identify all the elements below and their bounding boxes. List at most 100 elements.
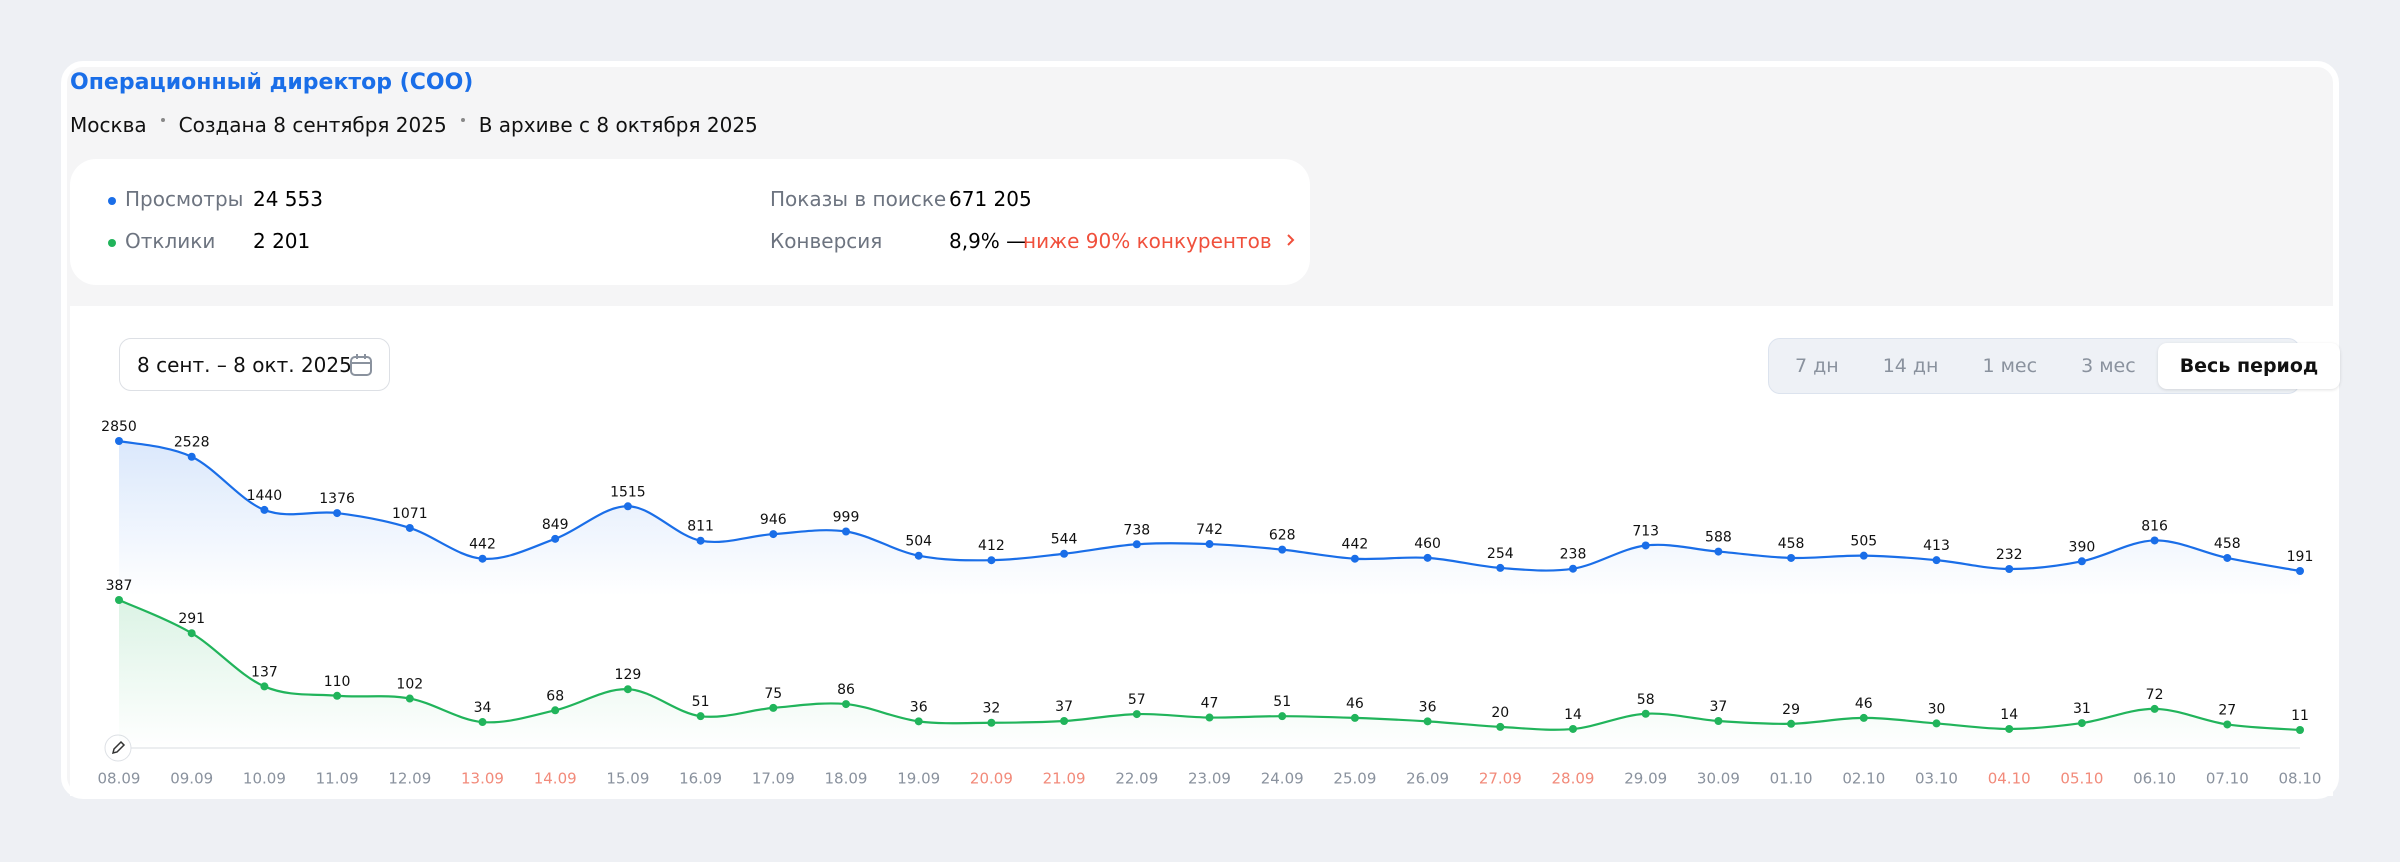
data-point (1569, 724, 1577, 733)
x-tick-label: 15.09 (606, 770, 649, 788)
period-option[interactable]: Весь период (2157, 343, 2341, 389)
data-label: 191 (2287, 549, 2314, 565)
period-option[interactable]: 3 мес (2081, 355, 2136, 377)
data-point (1859, 713, 1868, 722)
data-label: 58 (1637, 692, 1655, 708)
data-point (769, 530, 778, 539)
data-label: 2528 (174, 435, 210, 451)
data-point (2150, 704, 2159, 713)
data-point (1859, 551, 1868, 560)
x-tick-label: 21.09 (1043, 770, 1086, 788)
legend-responses: Отклики (125, 229, 216, 253)
data-point (115, 437, 123, 445)
period-option[interactable]: 1 мес (1982, 355, 2038, 377)
data-label: 86 (837, 682, 855, 698)
data-label: 588 (1705, 530, 1732, 546)
data-label: 46 (1855, 696, 1873, 712)
x-tick-label: 03.10 (1915, 770, 1958, 788)
series-area (119, 600, 2300, 748)
data-label: 390 (2069, 539, 2096, 555)
data-point (623, 685, 632, 694)
x-tick-label: 05.10 (2060, 770, 2103, 788)
data-point (2223, 553, 2232, 562)
data-point (1060, 717, 1069, 726)
data-point (1350, 554, 1359, 563)
data-label: 129 (615, 667, 642, 683)
data-label: 412 (978, 538, 1005, 554)
data-label: 102 (396, 677, 423, 693)
data-point (478, 554, 487, 563)
data-point (2077, 719, 2086, 728)
x-tick-label: 18.09 (825, 770, 868, 788)
data-point (842, 700, 850, 709)
data-label: 238 (1560, 547, 1587, 563)
data-point (1787, 553, 1796, 562)
data-label: 110 (324, 674, 351, 690)
data-point (696, 712, 705, 721)
data-point (405, 523, 414, 532)
data-point (2077, 557, 2086, 566)
period-option[interactable]: 14 дн (1882, 355, 1939, 377)
chart-panel: 8 сент. – 8 окт. 2025 7 дн 14 дн 1 мес 3 ме… (70, 306, 2341, 796)
data-point (551, 706, 560, 715)
x-tick-label: 23.09 (1188, 770, 1231, 788)
x-tick-label: 16.09 (679, 770, 722, 788)
data-point (2223, 720, 2232, 729)
x-tick-label: 30.09 (1697, 770, 1740, 788)
data-label: 30 (1928, 701, 1946, 717)
period-switch: 7 дн 14 дн 1 мес 3 мес Весь период (1768, 338, 2341, 394)
data-point (1278, 712, 1287, 721)
data-point (2296, 567, 2304, 575)
x-tick-label: 08.10 (2279, 770, 2322, 788)
x-tick-label: 17.09 (752, 770, 795, 788)
stats-panel: Просмотры 24 553 Отклики 2 201 Показы в … (70, 159, 1310, 285)
x-tick-label: 28.09 (1552, 770, 1595, 788)
data-label: 27 (2218, 702, 2236, 718)
data-point (1714, 547, 1723, 556)
x-tick-label: 29.09 (1624, 770, 1667, 788)
data-point (1423, 553, 1432, 562)
data-point (1060, 549, 1069, 558)
vacancy-title[interactable]: Операционный директор (СОО) (70, 70, 474, 95)
x-tick-label: 20.09 (970, 770, 1013, 788)
date-range-picker[interactable]: 8 сент. – 8 окт. 2025 (119, 338, 390, 391)
x-tick-label: 01.10 (1770, 770, 1813, 788)
data-point (623, 502, 632, 511)
conversion-note[interactable]: ниже 90% конкурентов (1023, 229, 1298, 253)
data-point (1496, 722, 1505, 731)
data-label: 387 (106, 578, 133, 594)
data-label: 36 (1419, 699, 1437, 715)
x-tick-label: 22.09 (1115, 770, 1158, 788)
data-label: 1071 (392, 506, 428, 522)
data-point (1932, 719, 1941, 728)
conversion-label: Конверсия (770, 229, 883, 253)
data-point (2150, 536, 2159, 545)
data-point (333, 691, 342, 700)
chart: 08.09 09.09 10.09 11.09 12.09 13.09 14.09 15.09… (98, 419, 2322, 788)
data-point (551, 534, 560, 543)
data-label: 849 (542, 517, 569, 533)
data-label: 544 (1051, 532, 1078, 548)
legend-views: Просмотры (125, 187, 244, 211)
data-point (914, 551, 923, 560)
data-label: 68 (546, 688, 564, 704)
views-total: 24 553 (253, 187, 323, 211)
data-label: 1376 (319, 491, 355, 507)
data-point (914, 717, 923, 726)
data-label: 37 (1055, 699, 1073, 715)
x-tick-label: 08.09 (98, 770, 141, 788)
x-tick-label: 09.09 (170, 770, 213, 788)
conversion-note-text[interactable]: ниже 90% конкурентов (1023, 229, 1272, 253)
data-label: 1440 (247, 488, 283, 504)
data-label: 11 (2291, 708, 2309, 724)
data-point (115, 596, 123, 604)
data-label: 442 (469, 537, 496, 553)
data-label: 442 (1342, 537, 1369, 553)
series-area (119, 441, 2300, 596)
data-point (1787, 719, 1796, 728)
legend-dot-responses (108, 239, 116, 247)
data-label: 14 (1564, 707, 1582, 723)
period-option[interactable]: 7 дн (1795, 355, 1839, 377)
data-label: 29 (1782, 702, 1800, 718)
